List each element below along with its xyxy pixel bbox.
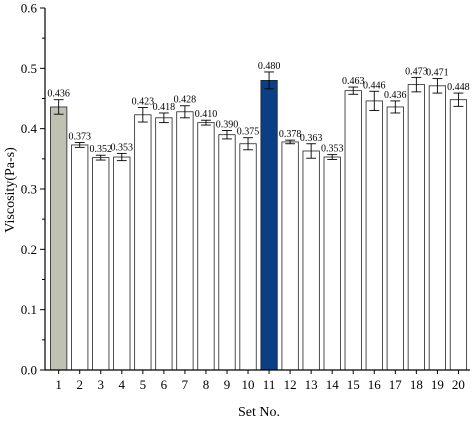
x-tick-label-2: 2: [76, 377, 83, 392]
x-tick-label-3: 3: [98, 377, 105, 392]
x-tick-label-10: 10: [242, 377, 255, 392]
data-label-1: 0.436: [47, 89, 70, 100]
bar-16: [365, 100, 383, 371]
bar-11: [260, 80, 278, 371]
data-labels-group: 0.4360.3730.3520.3530.4230.4180.4280.410…: [47, 61, 469, 155]
bar-13: [302, 150, 320, 371]
bar-19: [428, 85, 446, 371]
bar-10: [239, 143, 257, 371]
y-tick-label-0.6: 0.6: [21, 1, 38, 16]
bar-2: [71, 144, 89, 371]
x-tick-label-17: 17: [389, 377, 403, 392]
bar-20: [449, 99, 468, 371]
x-tick-label-8: 8: [203, 377, 210, 392]
data-label-17: 0.436: [384, 90, 407, 101]
data-label-18: 0.473: [405, 66, 428, 77]
bar-4: [113, 156, 131, 371]
x-tick-label-16: 16: [368, 377, 382, 392]
y-tick-label-0.3: 0.3: [21, 182, 37, 197]
x-tick-label-7: 7: [182, 377, 189, 392]
x-axis-title: Set No.: [238, 405, 280, 420]
bar-15: [344, 90, 362, 371]
x-tick-label-14: 14: [326, 377, 340, 392]
data-label-8: 0.410: [195, 109, 218, 120]
bar-9: [218, 134, 236, 371]
y-axis-title: Viscosity(Pa-s): [3, 147, 18, 233]
axes-group: 1 2 3 4 5 6 7 8 9 10 11 12 13 14 15 16 17 18 19 200.00.10.2…: [21, 1, 470, 392]
bar-12: [281, 141, 299, 371]
data-label-2: 0.373: [68, 132, 91, 143]
data-label-15: 0.463: [342, 76, 365, 87]
data-label-16: 0.446: [363, 80, 386, 91]
y-tick-label-0.0: 0.0: [21, 363, 37, 378]
bar-17: [386, 106, 404, 371]
error-bars-group: [53, 71, 464, 162]
x-tick-label-18: 18: [410, 377, 423, 392]
data-label-14: 0.353: [321, 144, 344, 155]
bar-8: [197, 122, 215, 371]
x-tick-label-4: 4: [119, 377, 126, 392]
x-tick-label-12: 12: [284, 377, 297, 392]
bar-14: [323, 156, 341, 371]
bar-6: [155, 117, 173, 371]
y-tick-label-0.5: 0.5: [21, 61, 37, 76]
data-label-7: 0.428: [174, 95, 197, 106]
x-tick-label-9: 9: [224, 377, 231, 392]
data-label-3: 0.352: [90, 144, 113, 155]
data-label-9: 0.390: [216, 119, 239, 130]
data-label-5: 0.423: [132, 97, 155, 108]
data-label-20: 0.448: [447, 82, 470, 93]
x-tick-label-13: 13: [305, 377, 318, 392]
data-label-13: 0.363: [300, 133, 323, 144]
data-label-4: 0.353: [111, 142, 134, 153]
x-tick-label-20: 20: [452, 377, 465, 392]
bars-group: [50, 80, 468, 371]
bar-5: [134, 114, 152, 371]
data-label-10: 0.375: [237, 127, 260, 138]
x-tick-label-6: 6: [161, 377, 168, 392]
y-tick-label-0.2: 0.2: [21, 242, 37, 257]
data-label-11: 0.480: [258, 61, 281, 72]
x-tick-label-1: 1: [55, 377, 62, 392]
y-tick-label-0.1: 0.1: [21, 302, 37, 317]
bar-3: [92, 157, 110, 371]
data-label-6: 0.418: [153, 102, 176, 113]
x-tick-label-11: 11: [263, 377, 276, 392]
bar-18: [407, 84, 425, 371]
data-label-12: 0.378: [279, 129, 302, 140]
x-tick-label-5: 5: [140, 377, 147, 392]
bar-7: [176, 111, 194, 371]
x-tick-label-19: 19: [431, 377, 444, 392]
bar-1: [50, 106, 68, 371]
y-tick-label-0.4: 0.4: [21, 121, 38, 136]
data-label-19: 0.471: [426, 68, 449, 79]
x-tick-label-15: 15: [347, 377, 360, 392]
